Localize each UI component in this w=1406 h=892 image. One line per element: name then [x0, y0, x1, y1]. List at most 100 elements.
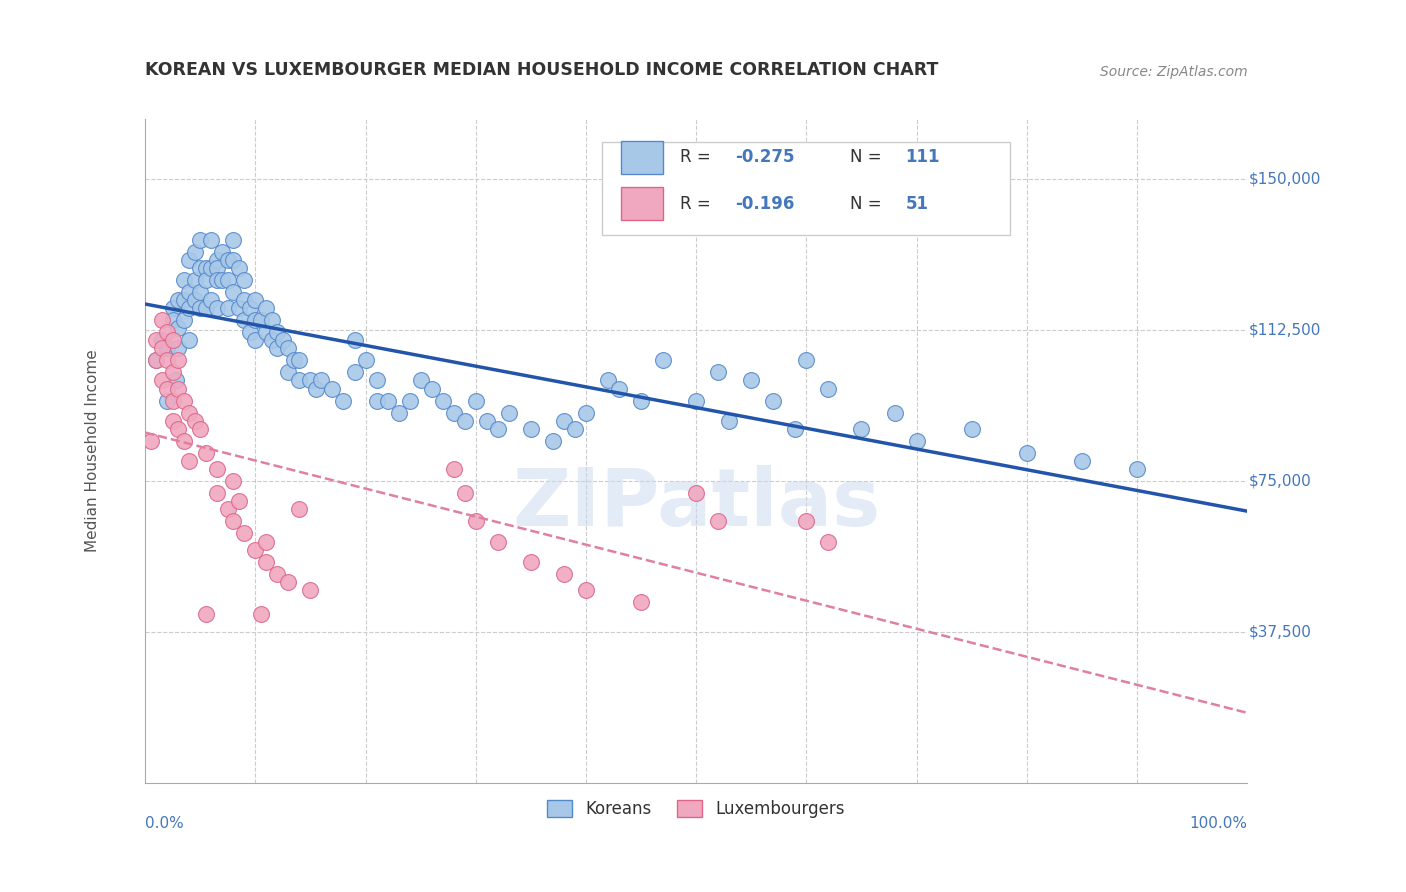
Point [222, 252, 245, 267]
Point [183, 293, 205, 307]
Point [205, 486, 228, 500]
Point [205, 273, 228, 287]
Point [173, 393, 195, 408]
Point [162, 414, 184, 428]
Point [228, 260, 250, 275]
Point [817, 534, 839, 549]
Point [245, 333, 267, 347]
Text: -0.196: -0.196 [735, 194, 794, 213]
Point [217, 252, 239, 267]
Point [1015, 446, 1038, 460]
Text: -0.275: -0.275 [735, 148, 794, 166]
Text: 51: 51 [905, 194, 928, 213]
Point [266, 566, 288, 581]
Point [305, 382, 328, 396]
Point [179, 301, 201, 315]
Point [162, 313, 184, 327]
Point [575, 582, 598, 597]
Point [179, 285, 201, 299]
Point [173, 293, 195, 307]
Point [194, 301, 217, 315]
Point [486, 534, 509, 549]
Point [541, 434, 564, 448]
Point [851, 422, 873, 436]
Text: 111: 111 [905, 148, 941, 166]
Text: $112,500: $112,500 [1249, 323, 1320, 338]
Point [520, 422, 543, 436]
Point [222, 515, 245, 529]
Point [277, 366, 299, 380]
Point [194, 273, 217, 287]
Point [183, 273, 205, 287]
Point [464, 515, 486, 529]
Point [607, 382, 630, 396]
Point [740, 374, 762, 388]
Point [188, 285, 211, 299]
Point [288, 353, 311, 368]
Text: $37,500: $37,500 [1249, 624, 1312, 640]
Point [222, 233, 245, 247]
Point [211, 244, 233, 259]
Point [277, 341, 299, 355]
Point [596, 374, 619, 388]
Point [239, 301, 262, 315]
Point [707, 366, 730, 380]
Point [254, 555, 277, 569]
Text: Median Household Income: Median Household Income [84, 350, 100, 552]
Text: N =: N = [851, 148, 887, 166]
Text: Source: ZipAtlas.com: Source: ZipAtlas.com [1099, 65, 1247, 79]
Point [464, 393, 486, 408]
Point [217, 502, 239, 516]
Point [162, 301, 184, 315]
Point [200, 260, 222, 275]
Point [299, 374, 322, 388]
Point [145, 353, 167, 368]
Point [266, 341, 288, 355]
Point [343, 333, 366, 347]
Point [366, 393, 388, 408]
Point [366, 374, 388, 388]
Point [520, 555, 543, 569]
Point [260, 313, 283, 327]
FancyBboxPatch shape [603, 142, 1011, 235]
Point [652, 353, 675, 368]
Point [254, 301, 277, 315]
Point [179, 333, 201, 347]
Point [254, 325, 277, 339]
Point [239, 325, 262, 339]
Point [250, 313, 273, 327]
Point [387, 406, 409, 420]
Point [188, 260, 211, 275]
FancyBboxPatch shape [621, 141, 664, 174]
Point [205, 260, 228, 275]
Point [228, 494, 250, 508]
Point [194, 446, 217, 460]
Point [167, 422, 190, 436]
Point [630, 393, 652, 408]
Text: $150,000: $150,000 [1249, 171, 1320, 186]
Point [283, 353, 305, 368]
Point [150, 341, 173, 355]
Point [173, 434, 195, 448]
Point [179, 406, 201, 420]
Point [685, 393, 707, 408]
Point [905, 434, 928, 448]
Point [288, 502, 311, 516]
Point [432, 393, 454, 408]
Point [167, 353, 190, 368]
FancyBboxPatch shape [621, 187, 664, 220]
Point [1070, 454, 1092, 468]
Point [785, 422, 807, 436]
Text: ZIPatlas: ZIPatlas [512, 465, 880, 543]
Point [194, 607, 217, 621]
Point [250, 607, 273, 621]
Text: 100.0%: 100.0% [1189, 816, 1247, 831]
Point [260, 333, 283, 347]
Point [211, 273, 233, 287]
Point [498, 406, 520, 420]
Point [233, 293, 256, 307]
Point [354, 353, 377, 368]
Point [321, 382, 343, 396]
Point [194, 260, 217, 275]
Point [883, 406, 905, 420]
